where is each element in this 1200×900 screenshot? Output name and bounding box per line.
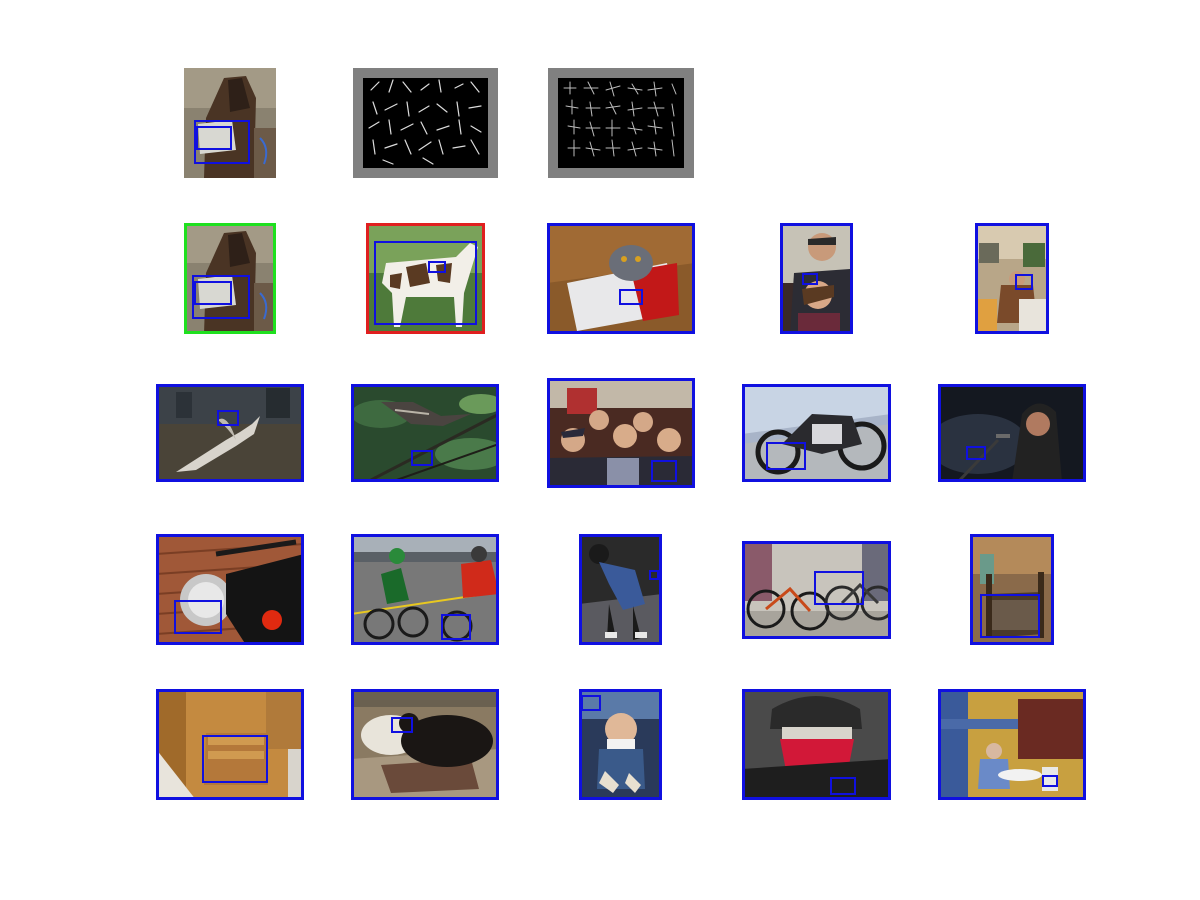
detection-box — [1015, 274, 1033, 290]
horse-with-paper-bag-scene — [184, 223, 276, 334]
result-image — [579, 534, 662, 645]
white-bird-flying-scene — [156, 384, 304, 482]
people-in-cafe-scene — [938, 689, 1086, 800]
detection-box — [217, 410, 239, 426]
result-image — [970, 534, 1054, 645]
detection-box — [966, 446, 986, 460]
result-image — [547, 223, 695, 334]
result-image — [780, 223, 853, 334]
result-image — [156, 689, 304, 800]
dogs-on-rug-scene — [351, 689, 499, 800]
hog-visualization-b — [558, 78, 684, 168]
cyclists-racing-scene — [351, 534, 499, 645]
detection-box — [192, 275, 250, 319]
result-image — [742, 541, 891, 639]
detection-box — [194, 120, 250, 164]
detection-box — [980, 594, 1040, 638]
singer-at-microphone-scene — [938, 384, 1086, 482]
query-source-image — [184, 68, 276, 178]
bicycles-in-garage-scene — [742, 541, 891, 639]
detection-box — [411, 450, 433, 466]
result-image — [351, 534, 499, 645]
result-image — [351, 689, 499, 800]
detection-box — [649, 570, 659, 580]
result-image — [742, 689, 891, 800]
detection-box — [619, 289, 643, 305]
detection-box — [651, 460, 677, 482]
result-image — [938, 689, 1086, 800]
detection-box — [391, 717, 413, 733]
detection-box-inner — [194, 281, 232, 305]
result-image — [184, 223, 276, 334]
detection-box — [1042, 775, 1058, 787]
detection-box — [581, 695, 601, 711]
detection-box — [441, 614, 471, 640]
result-image — [547, 378, 695, 488]
wooden-chair-scene — [970, 534, 1054, 645]
result-image — [156, 534, 304, 645]
detection-box — [830, 777, 856, 795]
detection-box-inner — [196, 126, 232, 150]
group-of-boys-scene — [547, 378, 695, 488]
detection-box — [202, 735, 268, 783]
result-image — [742, 384, 891, 482]
result-image — [975, 223, 1049, 334]
baby-in-stroller-scene — [579, 689, 662, 800]
hog-visualization-a — [363, 78, 488, 168]
result-image — [938, 384, 1086, 482]
hog-template-a — [353, 68, 498, 178]
result-image — [156, 384, 304, 482]
detection-box — [174, 600, 222, 634]
motorcycle-on-pavement-scene — [742, 384, 891, 482]
result-image — [351, 384, 499, 482]
person-bending-over-scene — [579, 534, 662, 645]
person-in-room-scene — [975, 223, 1049, 334]
detection-box — [814, 571, 864, 605]
cat-in-cooler-scene — [547, 223, 695, 334]
detection-box-inner — [428, 261, 446, 273]
motorcycle-headlight-scene — [156, 534, 304, 645]
result-image — [579, 689, 662, 800]
person-red-mask-scene — [742, 689, 891, 800]
result-image — [366, 223, 485, 334]
hog-template-b — [548, 68, 694, 178]
detection-box — [802, 273, 818, 285]
man-and-woman-scene — [780, 223, 853, 334]
detection-box — [766, 442, 806, 470]
detection-box — [374, 241, 477, 325]
bird-on-branch-scene — [351, 384, 499, 482]
